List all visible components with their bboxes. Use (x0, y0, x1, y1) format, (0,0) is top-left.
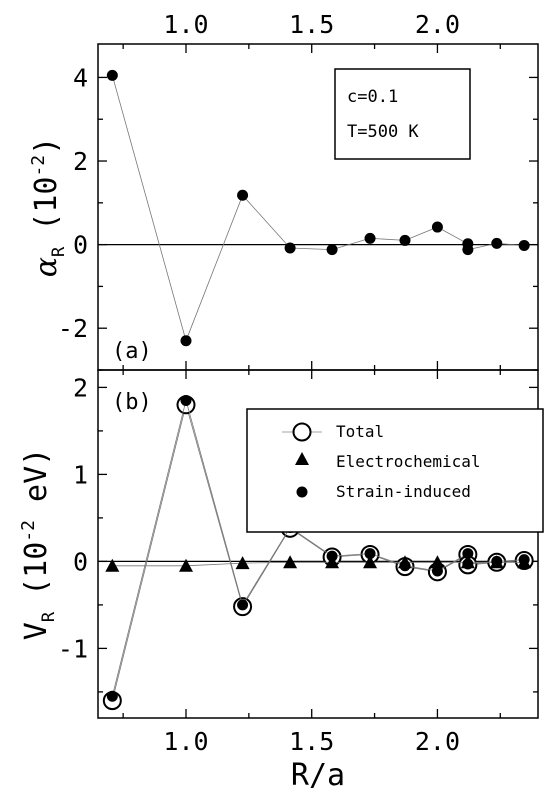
legend-label-strain-induced: Strain-induced (336, 482, 471, 501)
svg-text:αR(10-2): αR (10-2) (28, 137, 69, 277)
panel-b: -1 0 1 2 (b) Total Electrochemical Strain-i… (18, 369, 544, 719)
panel-b-frame (97, 369, 539, 719)
panel-a-series-0-point (284, 242, 296, 254)
panel-a-y-tick-label: 0 (73, 231, 88, 260)
panel-b-y-axis-label: VR (10-2 eV) (18, 448, 59, 640)
panel-b-y-unit-suffix: eV) (19, 448, 54, 520)
panel-b-series-2-point (462, 558, 474, 570)
panel-b-series-2-point (431, 565, 443, 577)
panel-b-series-1-point (430, 555, 445, 569)
panel-b-y-tick-label: 2 (73, 373, 88, 402)
bottom-x-tick-label: 2.0 (415, 727, 460, 756)
panel-a-tag: (a) (112, 339, 152, 364)
top-x-tick-label: 1.0 (163, 10, 208, 39)
bottom-x-tick-labels: 1.0 1.5 2.0 (163, 727, 460, 756)
panel-a-y-unit-prefix: (10 (29, 177, 64, 231)
bottom-x-tick-label: 1.5 (289, 727, 334, 756)
panel-a-y-tick-label: -2 (58, 314, 88, 343)
panel-b-series-2-point (462, 548, 474, 560)
panel-a-series-0-point (106, 69, 118, 81)
panel-b-y-unit-prefix: (10 (19, 542, 54, 596)
panel-b-series-2-point (106, 690, 118, 702)
panel-b-y-subscript: R (39, 611, 59, 622)
top-x-tick-label: 2.0 (415, 10, 460, 39)
legend-marker-triangle (295, 452, 309, 465)
bottom-x-tick-label: 1.0 (163, 727, 208, 756)
top-x-tick-labels: 1.0 1.5 2.0 (163, 10, 460, 39)
legend-item-strain-induced: Strain-induced (296, 482, 471, 501)
panel-b-series-1-point (235, 556, 250, 570)
panel-b-series-2-point (518, 554, 530, 566)
panel-a-y-unit-suffix: ) (29, 137, 64, 155)
panel-b-y-symbol: V (19, 622, 54, 640)
panel-a-series-0-point (491, 237, 503, 249)
panel-a-series-0-point (180, 335, 192, 347)
panel-b-y-tick-label: 1 (73, 460, 88, 489)
panel-a-series-0-point (399, 234, 411, 246)
legend-item-total: Total (282, 422, 384, 442)
panel-b-series-1-point (283, 555, 298, 569)
panel-b-y-unit-exp: -2 (18, 520, 39, 542)
legend: Total Electrochemical Strain-induced (246, 408, 544, 533)
annotation-box: c=0.1 T=500 K (334, 68, 471, 160)
annotation-line-2: T=500 K (347, 122, 419, 142)
svg-text:VR(10-2 eV): VR (10-2 eV) (18, 448, 59, 640)
legend-item-electrochemical: Electrochemical (295, 452, 481, 471)
annotation-line-1: c=0.1 (347, 87, 398, 107)
panel-a-series-0-point (237, 189, 249, 201)
panel-b-series-1-point (179, 558, 193, 572)
panel-a-y-unit-exp: -2 (28, 155, 49, 177)
panel-b-series-2-point (364, 548, 376, 560)
panel-a-series-0-point (462, 244, 474, 256)
panel-a-y-tick-label: 4 (73, 63, 88, 92)
panel-a-series-0-point (431, 221, 443, 233)
panel-b-series-1-point (105, 558, 120, 572)
panel-a-y-symbol: α (29, 257, 64, 277)
panel-b-series-2-point (326, 550, 338, 562)
legend-label-electrochemical: Electrochemical (336, 452, 481, 471)
panel-a-series-0-point (364, 232, 376, 244)
panel-a-series-0-point (518, 239, 530, 251)
panel-b-tag: (b) (112, 390, 152, 415)
panel-b-y-tick-label: 0 (73, 547, 88, 576)
panel-b-series-2-point (180, 394, 192, 406)
legend-label-total: Total (336, 422, 384, 441)
panel-b-y-tick-label: -1 (58, 634, 88, 663)
panel-a-y-axis-label: αR (10-2) (28, 137, 69, 277)
panel-a-y-subscript: R (49, 246, 69, 257)
panel-a-frame (97, 43, 539, 371)
x-axis-label: R/a (291, 758, 345, 793)
panel-b-series-1-point (325, 555, 340, 569)
panel-b-series-2-point (491, 555, 503, 567)
panel-b-series-1-point (363, 555, 378, 569)
top-x-tick-label: 1.5 (289, 10, 334, 39)
panel-a-series-0-point (326, 244, 338, 256)
panel-b-series-2-point (237, 599, 249, 611)
legend-marker-open-circle (292, 422, 312, 442)
legend-marker-filled-circle (296, 486, 308, 498)
panel-a-y-tick-label: 2 (73, 147, 88, 176)
panel-b-series-2-point (399, 560, 411, 572)
